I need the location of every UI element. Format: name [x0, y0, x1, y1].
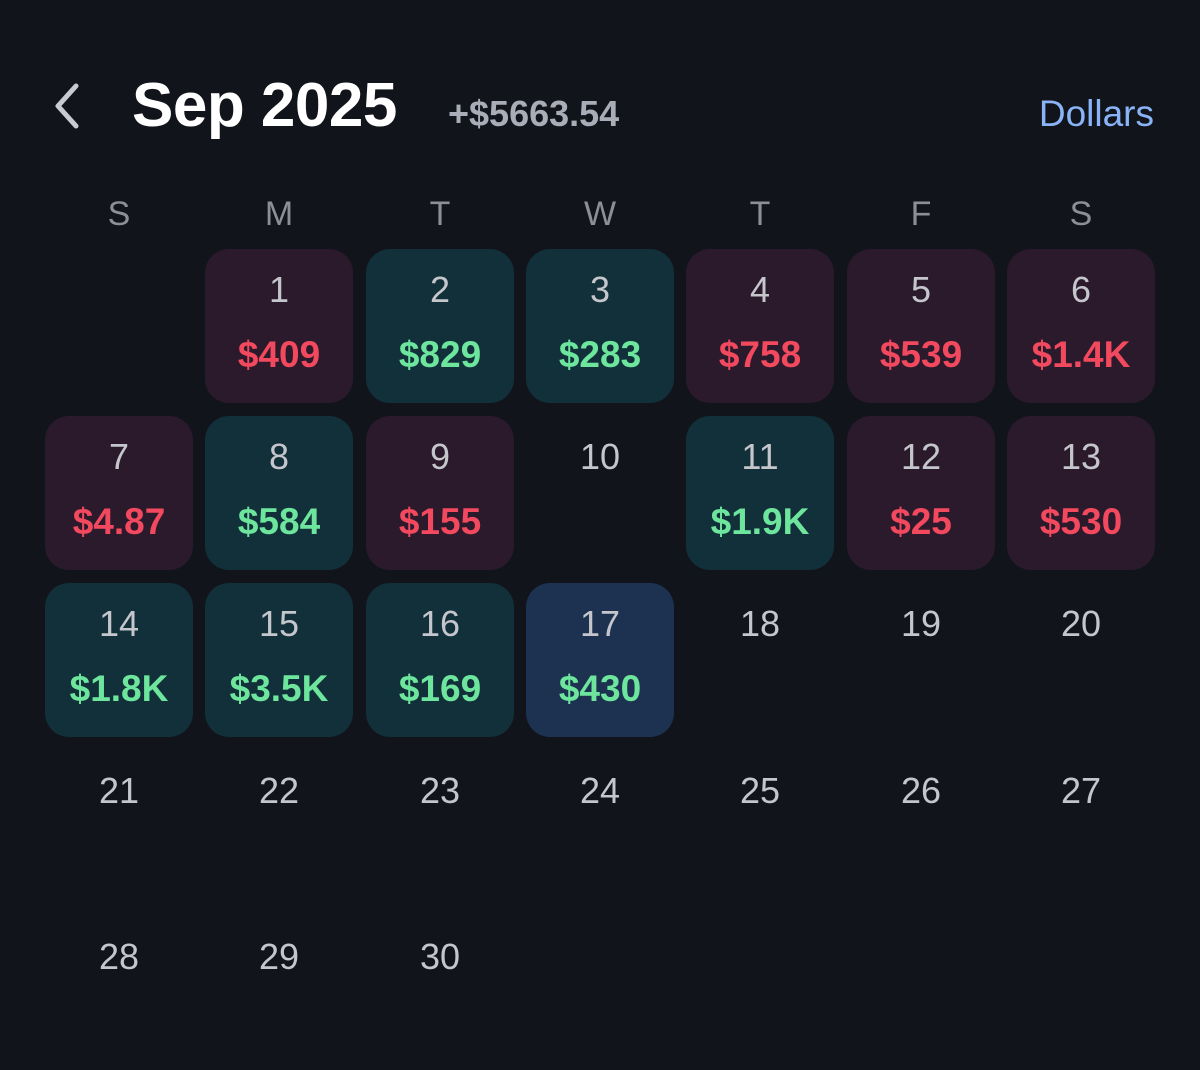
day-number: 28 — [98, 936, 140, 977]
day-pnl-amount: $584 — [237, 501, 321, 542]
weekday-label: T — [429, 195, 451, 233]
month-total: +$5663.54 — [448, 93, 620, 134]
day-cell[interactable]: 23 — [366, 750, 514, 904]
weekday-label: T — [749, 195, 771, 233]
day-cell[interactable]: 7 $4.87 — [45, 416, 193, 570]
day-number: 18 — [739, 603, 781, 644]
day-pnl-amount: $155 — [398, 501, 482, 542]
day-number: 16 — [419, 603, 461, 644]
day-cell[interactable]: 30 — [366, 916, 514, 1070]
day-number: 30 — [419, 936, 461, 977]
day-number: 9 — [429, 436, 451, 477]
day-cell[interactable]: 5 $539 — [847, 249, 995, 403]
day-pnl-amount: $758 — [718, 334, 802, 375]
day-pnl-amount: $539 — [879, 334, 963, 375]
day-number: 7 — [108, 436, 130, 477]
day-cell[interactable]: 21 — [45, 750, 193, 904]
day-pnl-amount: $530 — [1039, 501, 1123, 542]
day-cell[interactable]: 1 $409 — [205, 249, 353, 403]
day-cell[interactable]: 25 — [686, 750, 834, 904]
day-cell[interactable]: 8 $584 — [205, 416, 353, 570]
day-number: 8 — [268, 436, 290, 477]
day-cell[interactable]: 20 — [1007, 583, 1155, 737]
day-cell[interactable]: 14 $1.8K — [45, 583, 193, 737]
day-cell[interactable]: 10 — [526, 416, 674, 570]
day-pnl-amount: $25 — [890, 501, 952, 542]
day-cell[interactable]: 3 $283 — [526, 249, 674, 403]
weekday-label: W — [583, 195, 617, 233]
day-pnl-amount: $3.5K — [229, 668, 329, 709]
day-number: 26 — [900, 770, 942, 811]
day-cell[interactable]: 22 — [205, 750, 353, 904]
day-pnl-amount: $829 — [398, 334, 482, 375]
unit-toggle-button[interactable]: Dollars — [1038, 93, 1154, 134]
day-cell[interactable]: 19 — [847, 583, 995, 737]
day-number: 11 — [741, 436, 779, 477]
day-pnl-amount: $1.8K — [69, 668, 169, 709]
day-number: 19 — [900, 603, 942, 644]
day-cell[interactable]: 24 — [526, 750, 674, 904]
day-cell[interactable]: 26 — [847, 750, 995, 904]
month-title: Sep 2025 — [132, 71, 397, 140]
day-number: 10 — [579, 436, 621, 477]
day-pnl-amount: $409 — [237, 334, 321, 375]
day-number: 14 — [98, 603, 140, 644]
day-cell[interactable]: 15 $3.5K — [205, 583, 353, 737]
day-pnl-amount: $1.4K — [1031, 334, 1131, 375]
day-cell[interactable]: 18 — [686, 583, 834, 737]
day-cell[interactable]: 28 — [45, 916, 193, 1070]
calendar-header: Sep 2025 +$5663.54 Dollars — [0, 0, 1200, 180]
day-cell[interactable]: 9 $155 — [366, 416, 514, 570]
back-button[interactable] — [44, 78, 92, 134]
weekday-label: S — [1069, 195, 1093, 233]
day-cell[interactable]: 17 $430 — [526, 583, 674, 737]
day-pnl-amount: $169 — [398, 668, 482, 709]
chevron-left-icon — [55, 83, 79, 129]
day-pnl-amount: $4.87 — [72, 501, 166, 542]
day-number: 25 — [739, 770, 781, 811]
day-cell[interactable]: 12 $25 — [847, 416, 995, 570]
weekday-label: M — [264, 195, 294, 233]
weekday-label: F — [910, 195, 932, 233]
day-number: 20 — [1060, 603, 1102, 644]
day-number: 13 — [1060, 436, 1102, 477]
day-cell[interactable]: 2 $829 — [366, 249, 514, 403]
day-cell[interactable]: 4 $758 — [686, 249, 834, 403]
day-number: 1 — [268, 269, 290, 310]
day-number: 15 — [258, 603, 300, 644]
day-number: 27 — [1060, 770, 1102, 811]
day-number: 23 — [419, 770, 461, 811]
weekday-label: S — [107, 195, 131, 233]
day-number: 5 — [910, 269, 932, 310]
day-number: 4 — [749, 269, 771, 310]
day-number: 17 — [579, 603, 621, 644]
day-number: 21 — [98, 770, 140, 811]
day-cell[interactable]: 16 $169 — [366, 583, 514, 737]
day-number: 12 — [900, 436, 942, 477]
day-cell[interactable]: 6 $1.4K — [1007, 249, 1155, 403]
day-cell[interactable]: 29 — [205, 916, 353, 1070]
day-number: 24 — [579, 770, 621, 811]
day-number: 3 — [589, 269, 611, 310]
day-cell[interactable]: 13 $530 — [1007, 416, 1155, 570]
day-pnl-amount: $283 — [558, 334, 642, 375]
day-cell[interactable]: 11 $1.9K — [686, 416, 834, 570]
day-number: 2 — [429, 269, 451, 310]
day-number: 6 — [1070, 269, 1092, 310]
day-cell[interactable]: 27 — [1007, 750, 1155, 904]
day-pnl-amount: $1.9K — [710, 501, 810, 542]
day-number: 29 — [258, 936, 300, 977]
day-pnl-amount: $430 — [558, 668, 642, 709]
day-number: 22 — [258, 770, 300, 811]
